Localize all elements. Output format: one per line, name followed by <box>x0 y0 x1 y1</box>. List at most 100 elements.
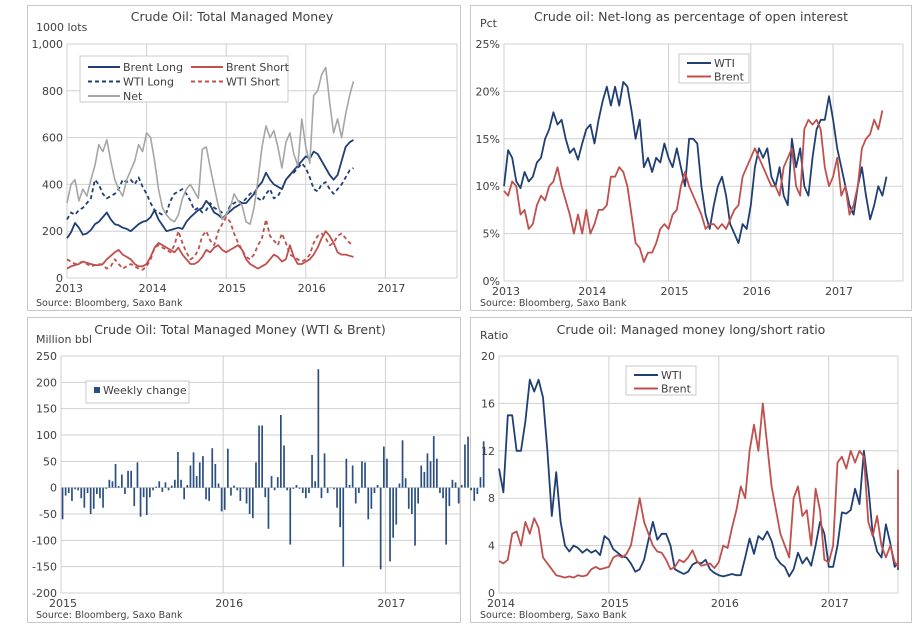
x-tick-label: 2017 <box>377 282 405 295</box>
legend-label: WTI <box>661 369 682 382</box>
bar-weekly-change <box>414 487 416 546</box>
legend-box <box>625 365 697 396</box>
chart-title-long-short-ratio: Crude oil: Managed money long/short rati… <box>557 322 826 337</box>
y-tick-label: 4 <box>488 540 495 553</box>
bar-weekly-change <box>227 448 229 488</box>
y-tick-label: 0 <box>56 272 63 285</box>
bar-weekly-change <box>121 474 123 488</box>
bar-weekly-change <box>305 487 307 499</box>
plot-weekly-change: -200 -150 -100 -50 0 50 100 150 200 250 2015 2016 20… <box>32 350 485 610</box>
bar-weekly-change <box>354 487 357 504</box>
bar-weekly-change <box>473 487 476 501</box>
series-line-wti-long <box>66 162 354 220</box>
bar-weekly-change <box>457 487 460 504</box>
bar-weekly-change <box>270 476 273 488</box>
bar-weekly-change <box>404 478 407 488</box>
y-tick-label: 150 <box>36 403 57 416</box>
x-tick-label: 2017 <box>377 597 405 610</box>
bar-weekly-change <box>273 487 276 491</box>
ylabel-net-long-pct: Pct <box>480 17 498 30</box>
x-tick-label: 2013 <box>55 282 83 295</box>
bar-weekly-change <box>180 479 182 488</box>
bar-weekly-change <box>142 487 145 498</box>
bar-weekly-change <box>339 487 341 528</box>
x-tick-label: 2017 <box>821 597 849 610</box>
legend-box <box>79 55 289 103</box>
x-tick-label: 2015 <box>601 597 629 610</box>
bar-weekly-change <box>64 487 67 496</box>
bar-weekly-change <box>145 487 148 516</box>
bar-weekly-change <box>195 476 198 488</box>
bar-weekly-change <box>476 487 479 494</box>
bar-weekly-change <box>423 471 426 488</box>
bar-weekly-change <box>364 462 366 488</box>
bar-weekly-change <box>320 487 323 499</box>
series-line-brent <box>503 110 884 263</box>
bar-weekly-change <box>311 455 313 488</box>
bar-weekly-change <box>133 487 136 507</box>
bar-weekly-change <box>136 462 139 488</box>
bar-weekly-change <box>242 487 245 489</box>
bar-weekly-change <box>432 436 435 488</box>
legend-label: Brent Short <box>226 61 290 74</box>
bar-weekly-change <box>345 458 348 488</box>
bar-weekly-change <box>130 470 132 488</box>
bar-weekly-change <box>149 487 151 498</box>
y-tick-label: 25% <box>476 38 500 51</box>
bar-weekly-change <box>348 485 351 488</box>
legend-label: WTI Long <box>123 76 174 89</box>
bar-weekly-change <box>342 487 345 567</box>
bar-weekly-change <box>392 487 394 538</box>
bar-weekly-change <box>92 487 95 509</box>
plot-net-long-pct: 0% 5% 10% 15% 20% 25% 2013 2014 2015 2016 2017 WTIB… <box>476 38 904 298</box>
bar-weekly-change <box>361 461 363 488</box>
x-tick-label: 2015 <box>661 285 689 298</box>
bar-weekly-change <box>152 487 154 491</box>
bar-weekly-change <box>114 464 117 488</box>
bar-weekly-change <box>198 462 201 488</box>
bar-weekly-change <box>451 479 454 488</box>
bar-weekly-change <box>202 456 204 488</box>
bar-weekly-change <box>333 487 335 490</box>
bar-weekly-change <box>436 458 438 488</box>
bar-weekly-change <box>358 487 360 493</box>
y-tick-label: 1,000 <box>32 38 64 51</box>
bar-weekly-change <box>208 487 210 501</box>
series-line-wti-short <box>66 216 354 271</box>
x-tick-label: 2016 <box>711 597 739 610</box>
bar-weekly-change <box>80 487 83 499</box>
source-long-short-ratio: Source: Bloomberg, Saxo Bank <box>480 610 627 621</box>
legend-label: Weekly change <box>103 384 187 397</box>
bar-weekly-change <box>326 487 329 493</box>
source-total-managed-money: Source: Bloomberg, Saxo Bank <box>36 298 183 309</box>
bar-weekly-change <box>211 448 214 488</box>
bar-weekly-change <box>383 446 385 488</box>
bar-weekly-change <box>99 487 101 499</box>
bar-weekly-change <box>373 487 376 493</box>
y-tick-label: -200 <box>32 587 57 600</box>
y-tick-label: 10% <box>476 180 500 193</box>
bar-weekly-change <box>401 440 404 488</box>
bar-weekly-change <box>314 481 316 488</box>
bar-weekly-change <box>464 444 466 488</box>
y-tick-label: -50 <box>39 508 57 521</box>
x-tick-label: 2015 <box>218 282 246 295</box>
bar-weekly-change <box>460 485 463 488</box>
bar-weekly-change <box>351 465 354 488</box>
legend-label: Brent <box>714 71 745 84</box>
bar-weekly-change <box>170 485 173 488</box>
y-tick-label: 12 <box>481 445 495 458</box>
bar-weekly-change <box>105 487 108 489</box>
x-tick-label: 2016 <box>743 285 771 298</box>
panel-weekly-change <box>27 317 461 623</box>
bar-weekly-change <box>139 487 142 517</box>
bar-weekly-change <box>370 487 373 509</box>
bar-weekly-change <box>189 465 192 488</box>
bar-weekly-change <box>127 470 129 488</box>
bar-weekly-change <box>470 487 472 491</box>
bar-weekly-change <box>252 487 254 519</box>
legend-box <box>85 380 190 404</box>
bar-weekly-change <box>248 487 251 514</box>
